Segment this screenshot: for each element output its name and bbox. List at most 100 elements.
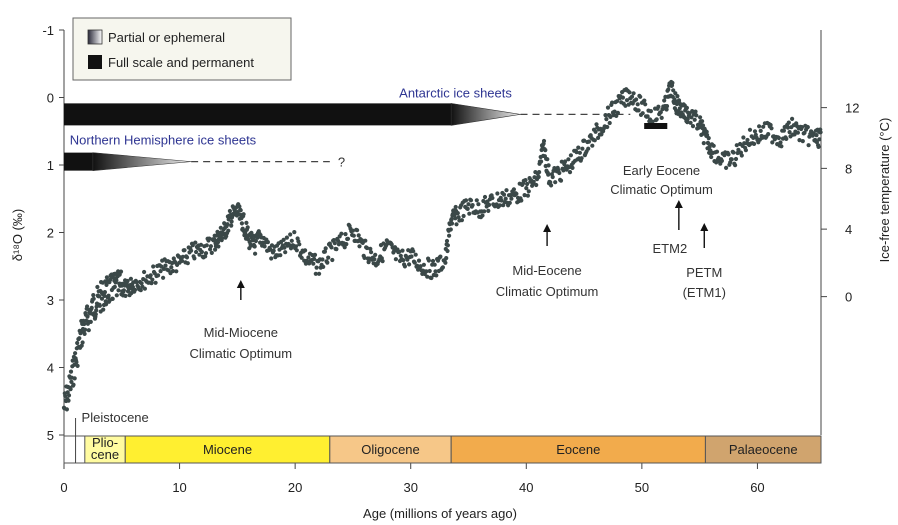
data-point <box>85 304 90 309</box>
data-point <box>397 249 402 254</box>
data-point <box>424 269 429 274</box>
data-point <box>380 259 385 264</box>
data-point <box>603 113 608 118</box>
data-point <box>443 260 448 265</box>
data-point <box>608 114 613 119</box>
data-point <box>402 264 407 269</box>
data-point <box>568 153 574 158</box>
data-point <box>449 217 454 222</box>
data-point <box>372 257 377 262</box>
mid-miocene-arrow-head <box>236 280 245 288</box>
epoch-label: cene <box>91 447 119 462</box>
y-tick-label: 1 <box>47 158 54 173</box>
data-point <box>351 233 356 238</box>
data-point <box>289 238 294 243</box>
data-point <box>787 130 792 135</box>
ice-bar-solid <box>64 152 93 171</box>
legend-swatch-partial <box>87 29 103 45</box>
data-point <box>658 110 663 115</box>
data-point <box>68 369 74 374</box>
right-tick-label: 4 <box>845 222 852 237</box>
data-point <box>549 183 554 188</box>
data-point <box>66 393 72 398</box>
data-point <box>182 248 187 253</box>
data-point <box>156 273 161 278</box>
data-point <box>511 187 516 192</box>
data-point <box>734 143 739 148</box>
data-point <box>523 178 528 183</box>
data-point <box>79 343 84 348</box>
early-eocene-bar <box>644 123 668 129</box>
data-point <box>325 260 330 265</box>
data-point <box>321 264 326 269</box>
epoch-label: Palaeocene <box>729 442 798 457</box>
etm2-label: ETM2 <box>653 241 688 256</box>
data-point <box>709 154 714 160</box>
data-point <box>416 258 422 263</box>
data-point <box>635 102 640 107</box>
data-point <box>495 191 500 196</box>
data-point <box>524 186 529 191</box>
data-point <box>314 265 319 270</box>
epoch-band <box>329 435 452 464</box>
data-point <box>400 248 405 253</box>
data-point <box>766 132 771 137</box>
data-point <box>700 123 706 128</box>
data-point <box>95 284 100 290</box>
data-point <box>326 255 331 260</box>
data-point <box>705 132 710 138</box>
data-point <box>719 158 725 163</box>
data-point <box>563 159 568 164</box>
data-point <box>694 113 699 118</box>
data-point <box>574 150 579 155</box>
petm-arrow-head <box>700 223 709 231</box>
data-point <box>453 216 458 221</box>
epoch-band <box>124 435 331 464</box>
data-point <box>546 163 551 168</box>
data-point <box>283 250 288 255</box>
data-point <box>487 202 492 207</box>
data-point <box>445 243 450 248</box>
data-point <box>312 256 317 261</box>
data-point <box>607 120 612 126</box>
data-point <box>85 314 90 319</box>
epoch-label: Miocene <box>203 442 252 457</box>
data-point <box>561 168 566 173</box>
data-point <box>198 242 204 247</box>
data-point <box>671 88 676 93</box>
data-point <box>758 128 763 133</box>
data-point <box>449 221 455 226</box>
data-point <box>118 269 124 274</box>
data-point <box>88 319 93 324</box>
data-point <box>227 208 232 214</box>
data-point <box>161 266 166 271</box>
data-point <box>97 294 102 299</box>
x-axis-ticks: 0 10 20 30 40 50 60 <box>60 462 821 495</box>
data-point <box>605 124 610 130</box>
data-point <box>654 117 659 122</box>
data-point <box>163 263 168 268</box>
data-point <box>83 327 88 332</box>
data-point <box>151 264 156 269</box>
data-point <box>541 138 547 144</box>
data-point <box>645 114 650 119</box>
data-point <box>525 181 530 187</box>
data-point <box>332 241 337 246</box>
data-point <box>536 174 541 180</box>
data-point <box>268 247 273 252</box>
data-point <box>507 200 512 205</box>
data-point <box>504 188 509 193</box>
data-point <box>743 148 749 153</box>
data-point <box>104 302 109 307</box>
data-point <box>752 141 757 146</box>
data-point <box>433 269 438 274</box>
data-point <box>342 245 347 250</box>
data-point <box>427 268 432 274</box>
data-point <box>620 95 626 100</box>
data-point <box>128 276 133 281</box>
data-point <box>534 182 539 188</box>
mid-miocene-label: Mid-Miocene <box>204 325 278 340</box>
data-point <box>77 336 82 341</box>
data-point <box>503 196 508 201</box>
